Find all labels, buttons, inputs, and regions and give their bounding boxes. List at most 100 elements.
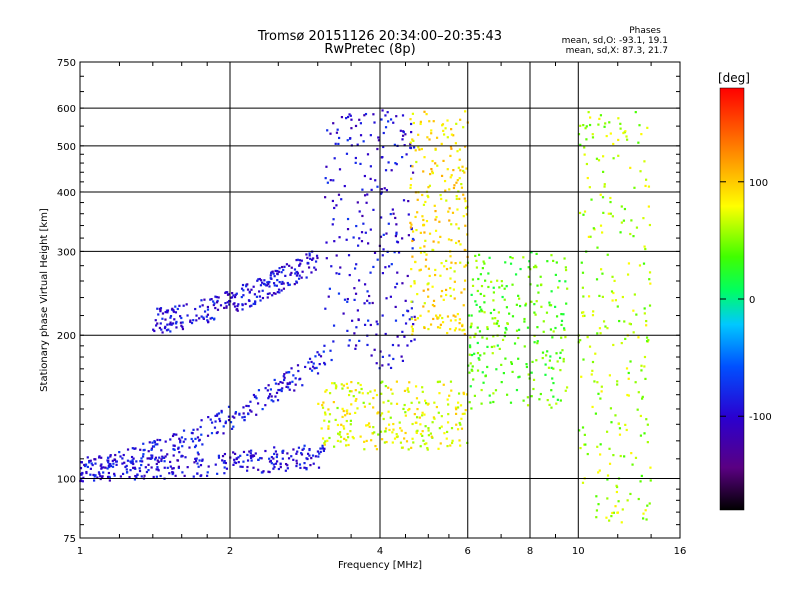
- data-point: [355, 263, 358, 266]
- data-point: [295, 459, 298, 462]
- data-point: [560, 312, 563, 316]
- data-point: [225, 467, 229, 470]
- data-point: [646, 423, 649, 426]
- data-point: [426, 136, 429, 139]
- data-point: [292, 448, 295, 451]
- data-point: [388, 354, 391, 357]
- data-point: [607, 212, 610, 215]
- data-point: [181, 445, 184, 448]
- data-point: [565, 302, 568, 305]
- data-point: [620, 221, 623, 224]
- data-point: [195, 457, 198, 460]
- data-point: [545, 311, 549, 314]
- data-point: [458, 197, 461, 201]
- data-point: [311, 365, 315, 368]
- data-point: [427, 267, 431, 270]
- data-point: [599, 453, 602, 456]
- data-point: [123, 461, 126, 464]
- data-point: [369, 165, 372, 168]
- data-point: [400, 446, 404, 449]
- data-point: [415, 397, 419, 400]
- data-point: [585, 138, 588, 141]
- data-point: [583, 314, 586, 317]
- data-point: [223, 472, 226, 475]
- data-point: [134, 467, 137, 471]
- x-tick-label: 16: [674, 546, 687, 557]
- data-point: [434, 147, 437, 150]
- data-point: [421, 430, 424, 433]
- data-point: [297, 446, 301, 449]
- data-point: [600, 231, 604, 234]
- data-point: [337, 142, 340, 146]
- data-point: [468, 401, 471, 404]
- data-point: [180, 454, 183, 457]
- data-point: [432, 416, 436, 419]
- data-point: [133, 478, 137, 481]
- data-point: [107, 461, 110, 464]
- data-point: [606, 327, 609, 330]
- data-point: [536, 342, 539, 345]
- data-point: [365, 424, 368, 427]
- data-point: [459, 423, 462, 426]
- data-point: [387, 161, 390, 164]
- data-point: [391, 343, 395, 347]
- data-point: [612, 142, 615, 146]
- data-point: [296, 272, 300, 275]
- data-point: [363, 302, 366, 305]
- data-point: [219, 304, 223, 307]
- data-point: [643, 160, 646, 163]
- data-point: [272, 282, 276, 285]
- data-point: [600, 385, 603, 388]
- data-point: [616, 511, 620, 514]
- data-point: [474, 332, 477, 335]
- data-point: [273, 466, 276, 469]
- data-point: [416, 407, 419, 411]
- data-point: [261, 296, 265, 300]
- data-point: [179, 441, 182, 444]
- data-point: [428, 120, 431, 123]
- data-point: [492, 392, 495, 395]
- data-point: [410, 130, 413, 134]
- data-point: [216, 472, 219, 475]
- data-point: [610, 290, 614, 293]
- data-point: [403, 437, 406, 440]
- data-point: [350, 380, 353, 384]
- data-point: [606, 253, 609, 256]
- data-point: [296, 450, 299, 453]
- data-point: [422, 218, 425, 222]
- data-point: [411, 330, 414, 333]
- data-point: [593, 380, 596, 383]
- data-point: [649, 479, 652, 482]
- data-point: [264, 404, 267, 407]
- data-point: [509, 256, 512, 259]
- data-point: [456, 406, 460, 409]
- data-point: [340, 423, 343, 426]
- data-point: [80, 461, 83, 464]
- data-point: [227, 405, 231, 408]
- data-point: [356, 407, 359, 410]
- data-point: [646, 441, 649, 444]
- data-point: [550, 254, 553, 257]
- data-point: [432, 120, 435, 123]
- data-point: [554, 326, 557, 330]
- data-point: [462, 391, 465, 394]
- data-point: [236, 308, 239, 311]
- data-point: [355, 398, 358, 401]
- data-point: [648, 502, 651, 505]
- data-point: [365, 201, 368, 204]
- data-point: [347, 443, 350, 447]
- data-point: [324, 177, 327, 180]
- data-point: [354, 344, 358, 347]
- data-point: [156, 307, 159, 310]
- data-point: [126, 448, 130, 451]
- data-point: [392, 422, 395, 426]
- data-point: [281, 387, 284, 390]
- data-point: [546, 399, 549, 402]
- data-point: [583, 210, 587, 213]
- data-point: [272, 457, 275, 460]
- data-point: [366, 193, 369, 196]
- data-point: [465, 167, 468, 170]
- data-point: [217, 454, 221, 457]
- data-point: [475, 266, 479, 269]
